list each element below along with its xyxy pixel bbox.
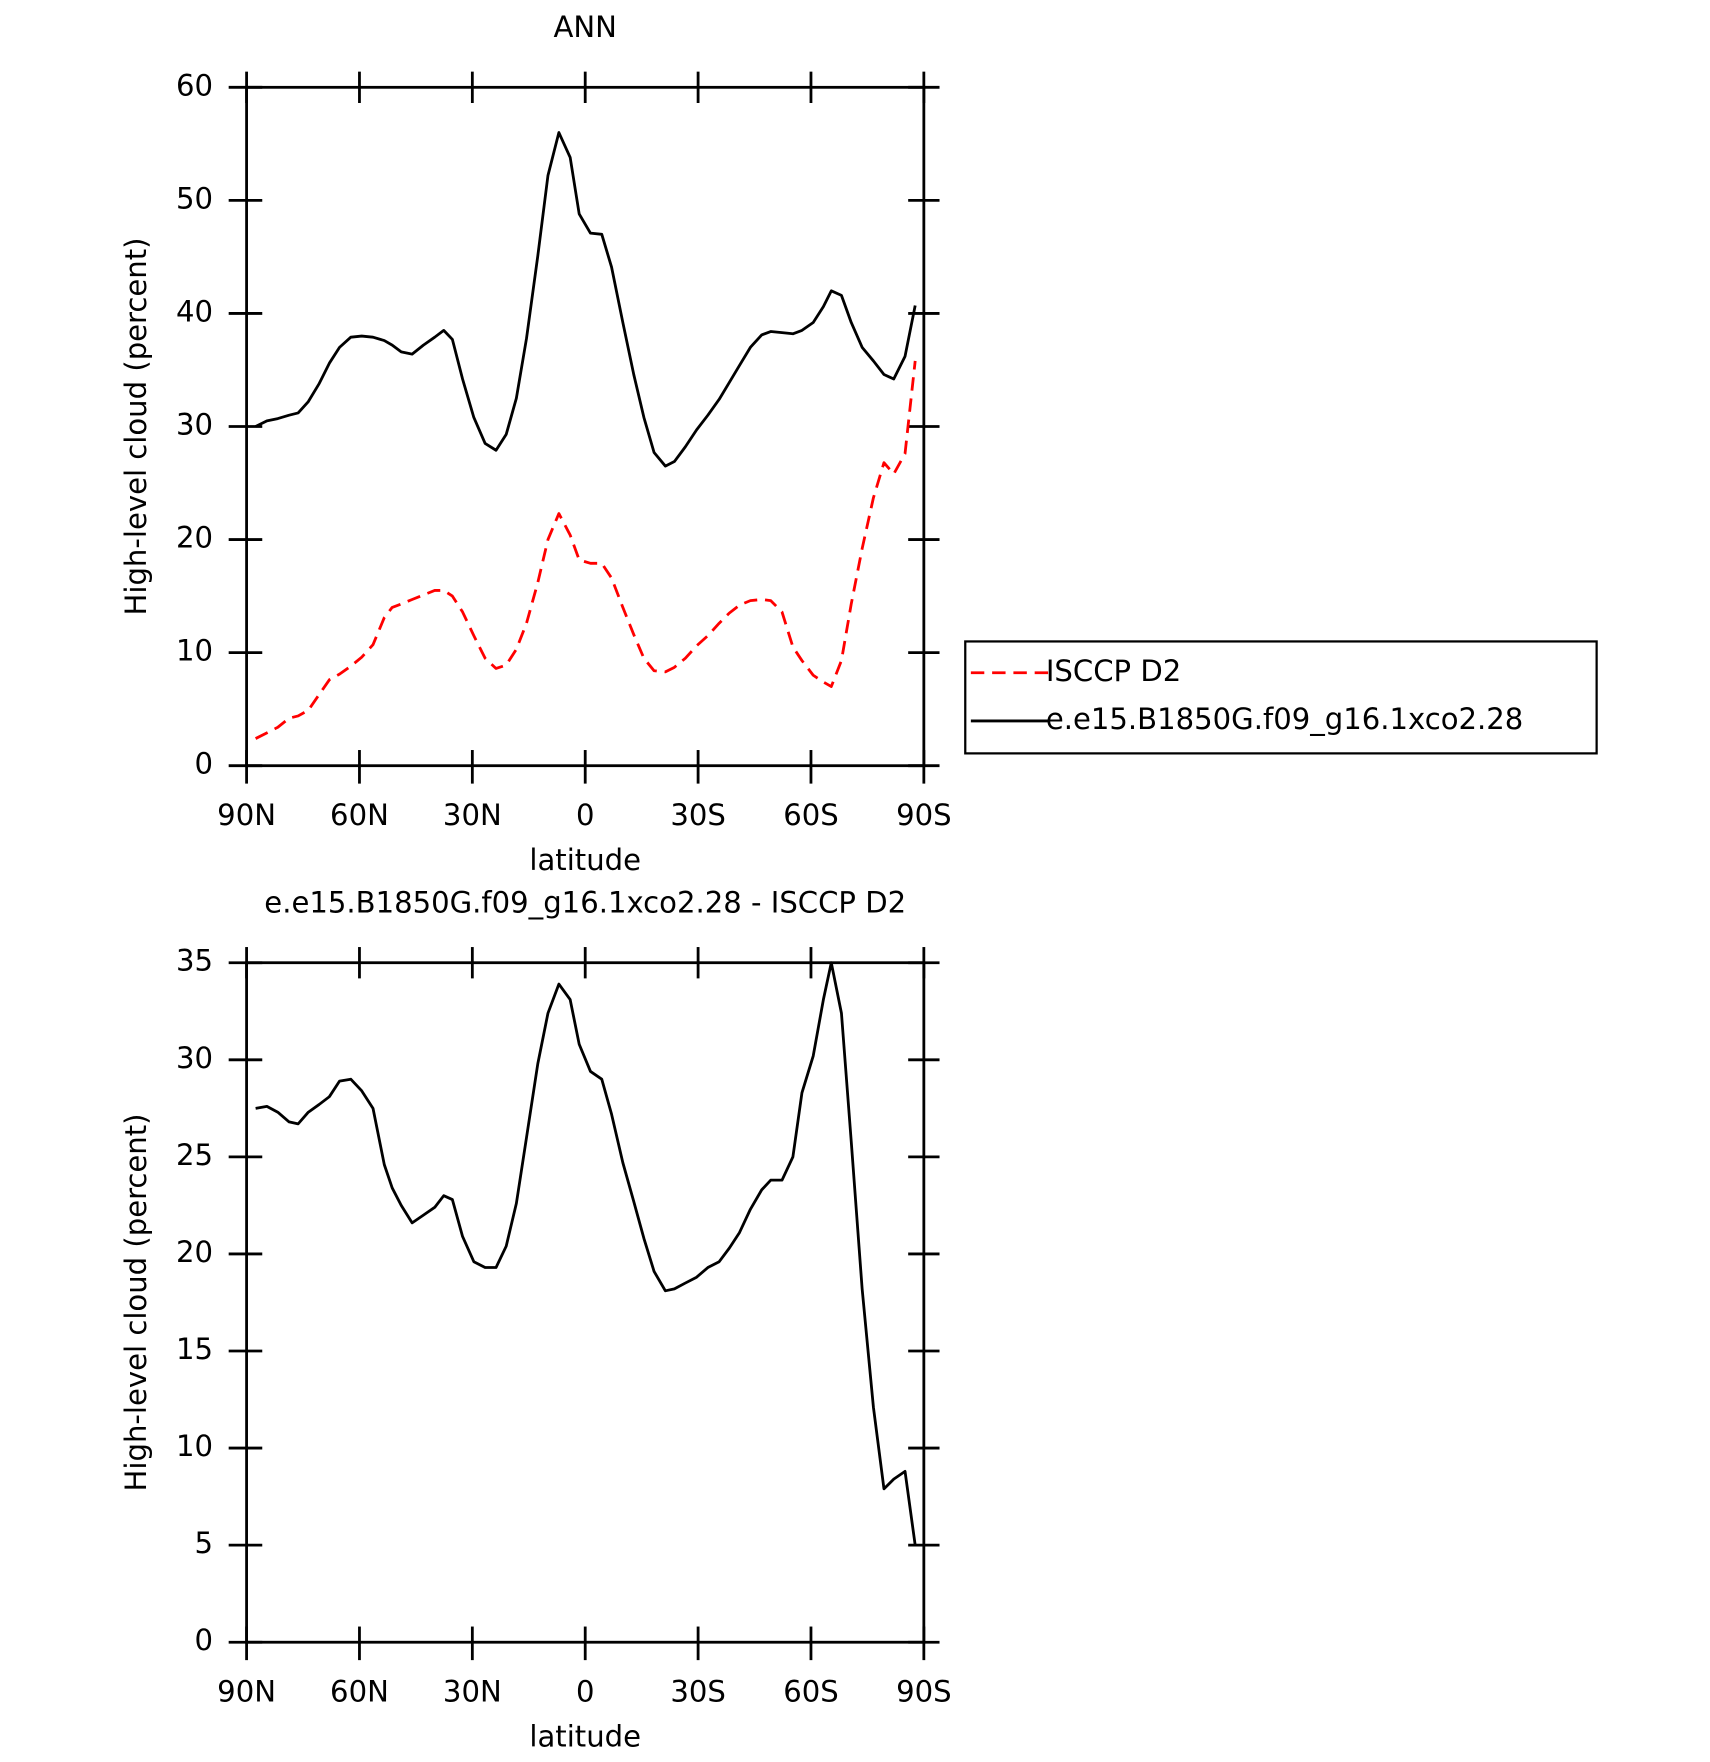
y-tick-label: 35 xyxy=(176,944,213,978)
y-axis-label: High-level cloud (percent) xyxy=(119,238,153,616)
x-tick-label: 90N xyxy=(217,798,276,832)
chart-title: ANN xyxy=(553,10,616,44)
data-line xyxy=(254,360,917,740)
legend-label: ISCCP D2 xyxy=(1046,654,1181,688)
x-tick-label: 30S xyxy=(670,798,725,832)
legend-box xyxy=(964,640,1598,755)
x-tick-label: 90S xyxy=(896,798,952,832)
plot-panel: ANN 0 10 20 30 40 50 60 90N 60N 30N 0 30S 60S 90S latit… xyxy=(119,10,1598,877)
y-tick-label: 20 xyxy=(176,1235,213,1269)
y-tick-label: 30 xyxy=(176,408,213,442)
data-line xyxy=(254,131,917,468)
x-tick-label: 60S xyxy=(783,1675,839,1709)
x-tick-label: 90N xyxy=(217,1675,276,1709)
y-tick-label: 0 xyxy=(194,747,213,781)
y-axis-label: High-level cloud (percent) xyxy=(119,1113,153,1491)
y-tick-label: 30 xyxy=(176,1041,213,1075)
y-tick-label: 15 xyxy=(176,1332,213,1366)
x-axis-label: latitude xyxy=(529,843,641,877)
y-tick-label: 25 xyxy=(176,1138,213,1172)
legend-label: e.e15.B1850G.f09_g16.1xco2.28 xyxy=(1046,702,1523,736)
y-tick-label: 0 xyxy=(194,1623,213,1657)
data-line xyxy=(255,961,917,1546)
x-tick-label: 30N xyxy=(443,1675,502,1709)
y-tick-label: 50 xyxy=(176,181,213,215)
y-tick-label: 40 xyxy=(176,294,213,328)
x-tick-label: 60S xyxy=(783,798,839,832)
x-tick-label: 0 xyxy=(576,1675,595,1709)
x-tick-label: 90S xyxy=(896,1675,952,1709)
x-tick-label: 30S xyxy=(670,1675,725,1709)
y-tick-label: 20 xyxy=(176,521,213,555)
plot-panel: e.e15.B1850G.f09_g16.1xco2.28 - ISCCP D2… xyxy=(119,886,952,1754)
plot-frame xyxy=(245,85,926,768)
y-tick-label: 10 xyxy=(176,1429,213,1463)
y-tick-label: 5 xyxy=(194,1526,213,1560)
x-tick-label: 0 xyxy=(576,798,595,832)
x-tick-label: 60N xyxy=(330,798,389,832)
chart-title: e.e15.B1850G.f09_g16.1xco2.28 - ISCCP D2 xyxy=(264,886,906,920)
x-tick-label: 30N xyxy=(443,798,502,832)
plot-frame xyxy=(245,961,926,1644)
x-axis-label: latitude xyxy=(529,1719,641,1753)
y-tick-label: 60 xyxy=(176,68,213,102)
y-tick-label: 10 xyxy=(176,634,213,668)
x-tick-label: 60N xyxy=(330,1675,389,1709)
